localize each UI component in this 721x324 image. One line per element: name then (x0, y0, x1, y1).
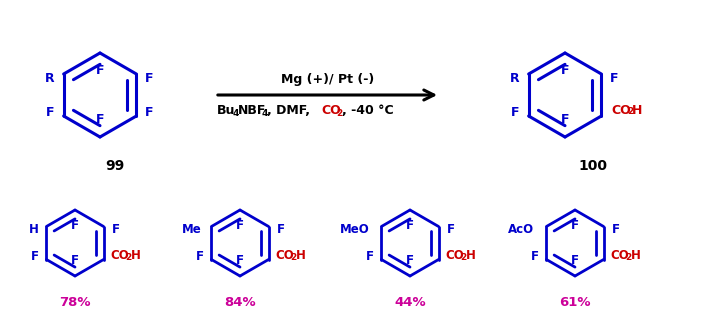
Text: F: F (96, 113, 105, 126)
Text: 2: 2 (125, 253, 131, 262)
Text: 84%: 84% (224, 296, 256, 309)
Text: H: H (466, 249, 476, 262)
Text: 2: 2 (625, 253, 632, 262)
Text: 78%: 78% (59, 296, 91, 309)
Text: CO: CO (611, 103, 631, 117)
Text: F: F (406, 254, 414, 267)
Text: CO: CO (275, 249, 294, 262)
Text: F: F (561, 113, 570, 126)
Text: CO: CO (611, 249, 629, 262)
Text: F: F (611, 72, 619, 85)
Text: 2: 2 (291, 253, 296, 262)
Text: Bu: Bu (217, 105, 235, 118)
Text: 44%: 44% (394, 296, 426, 309)
Text: F: F (571, 254, 579, 267)
Text: 99: 99 (105, 159, 125, 173)
Text: F: F (30, 250, 38, 263)
Text: MeO: MeO (340, 223, 369, 236)
Text: 4: 4 (261, 109, 267, 118)
Text: R: R (45, 72, 55, 85)
Text: Me: Me (182, 223, 201, 236)
Text: F: F (236, 254, 244, 267)
Text: F: F (112, 223, 120, 236)
Text: H: H (631, 249, 641, 262)
Text: 61%: 61% (559, 296, 590, 309)
Text: CO: CO (321, 105, 341, 118)
Text: F: F (96, 64, 105, 77)
Text: F: F (46, 106, 55, 119)
Text: 2: 2 (627, 108, 634, 117)
Text: CO: CO (110, 249, 129, 262)
Text: 4: 4 (232, 109, 239, 118)
Text: F: F (195, 250, 203, 263)
Text: NBF: NBF (238, 105, 267, 118)
Text: F: F (406, 219, 414, 232)
Text: 2: 2 (460, 253, 466, 262)
Text: , -40 °C: , -40 °C (342, 105, 394, 118)
Text: F: F (71, 254, 79, 267)
Text: Mg (+)/ Pt (-): Mg (+)/ Pt (-) (281, 73, 374, 86)
Text: F: F (531, 250, 539, 263)
Text: F: F (236, 219, 244, 232)
Text: F: F (571, 219, 579, 232)
Text: F: F (71, 219, 79, 232)
Text: CO: CO (446, 249, 464, 262)
Text: 100: 100 (578, 159, 608, 173)
Text: AcO: AcO (508, 223, 534, 236)
Text: F: F (146, 106, 154, 119)
Text: F: F (366, 250, 373, 263)
Text: F: F (277, 223, 285, 236)
Text: F: F (446, 223, 454, 236)
Text: H: H (131, 249, 141, 262)
Text: R: R (510, 72, 520, 85)
Text: F: F (511, 106, 520, 119)
Text: F: F (611, 223, 619, 236)
Text: F: F (146, 72, 154, 85)
Text: 2: 2 (337, 109, 343, 118)
Text: H: H (632, 103, 642, 117)
Text: H: H (29, 223, 38, 236)
Text: F: F (561, 64, 570, 77)
Text: H: H (296, 249, 306, 262)
Text: , DMF,: , DMF, (267, 105, 314, 118)
